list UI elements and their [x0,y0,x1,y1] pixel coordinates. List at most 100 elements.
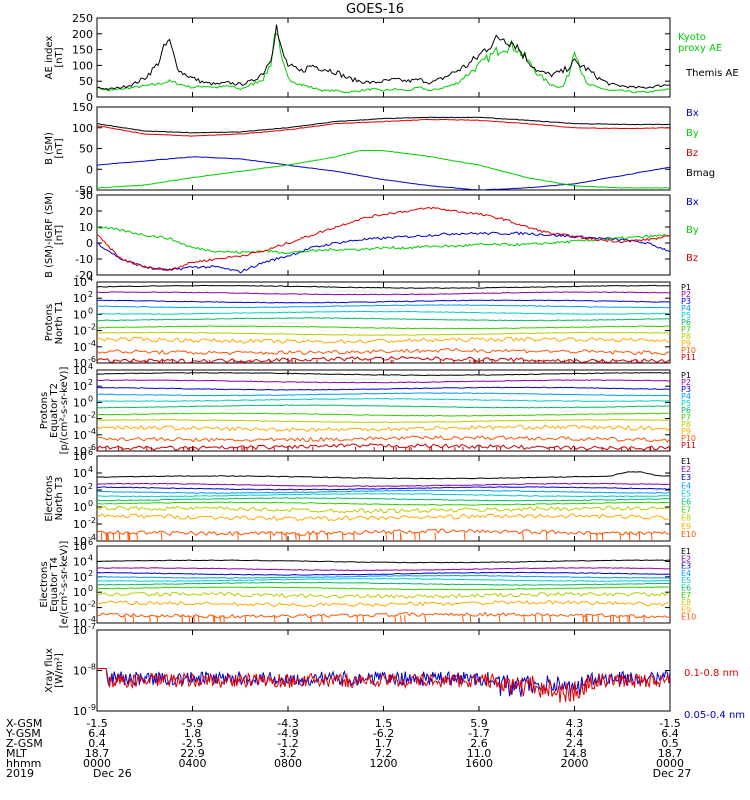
spike [273,446,275,451]
xrow-value: 0400 [179,757,207,770]
legend-e2: E2 [681,465,691,474]
legend-p11: P11 [681,441,696,450]
spike [295,532,297,541]
series-p11 [97,443,670,451]
date-start: Dec 26 [93,767,132,780]
ytick-exp: 4 [88,362,93,371]
xrow-value: -4.9 [277,727,298,740]
spike [198,615,200,623]
legend-p9: P9 [681,427,691,436]
ytick-exp: -2 [88,516,96,525]
ytick-label: 10 [73,518,87,531]
spike [649,446,651,451]
ytick-label: 50 [79,143,93,156]
xrow-value: 2.4 [566,737,584,750]
ylabel: Protons [44,304,55,341]
xrow-value: -1.5 [659,717,680,730]
spike [568,359,570,363]
spike [534,615,537,623]
ytick-label: 30 [79,189,93,202]
legend-e5: E5 [681,576,691,585]
series-e4 [97,574,670,579]
spike [241,446,243,451]
series-e8 [97,591,670,599]
spike [100,532,103,541]
series-p8 [97,331,670,336]
spike [597,615,599,623]
series-e6 [97,581,670,586]
panel-electrons_eq: Electrons Equator T4 [e/(cm²-s-sr-keV)] 10-… [39,538,696,630]
spike [549,615,552,623]
panel-bigrf: B (SM)-IGRF (SM) [nT] -20 -10 0 10 20 30 Bx By Bz [44,189,699,282]
series-e10 [97,528,670,537]
legend-p4: P4 [681,304,691,313]
ytick-exp: -4 [88,533,96,542]
spike [351,359,354,363]
xrow-label: Z-GSM [6,737,43,750]
ytick-label: 10 [73,501,87,514]
ytick-label: 10 [73,467,87,480]
spike [188,446,190,451]
series-p10 [97,435,670,443]
legend-0-1-0-8-nm: 0.1-0.8 nm [684,668,739,679]
spike [121,446,123,451]
legend-p4: P4 [681,392,691,401]
spike [237,532,239,541]
spike [404,615,406,623]
series-p8 [97,418,670,424]
spike [249,359,251,363]
series-e9 [97,599,670,608]
spike [601,532,604,541]
legend-p2: P2 [681,290,691,299]
ylabel: Electrons [44,475,55,521]
spike [392,532,395,541]
plot-area [97,284,670,363]
spike [618,615,621,623]
ytick-label: 50 [79,75,93,88]
spike [233,359,235,363]
legend-p5: P5 [681,399,691,408]
spike [474,359,476,363]
spike [469,615,472,623]
xrow-label: hhmm [6,757,41,770]
xrow-value: 6.4 [661,727,679,740]
xrow-value: 18.7 [658,747,683,760]
plot-area [97,668,670,703]
legend-e1: E1 [681,457,691,466]
spike [105,532,107,541]
series-e2 [97,482,670,488]
legend-e8: E8 [681,514,691,523]
spike [430,446,433,451]
ytick-exp: 4 [88,553,93,562]
series-p4 [97,304,670,309]
spike [107,532,109,541]
ytick-label: 150 [72,44,93,57]
spike [615,359,617,363]
xrow-value: 1200 [370,757,398,770]
ylabel: [e/(cm²-s-sr-keV)] [59,541,70,629]
ylabel: [W/m²] [54,653,65,688]
xrow-value: -1.7 [468,727,489,740]
legend-e4: E4 [681,569,691,578]
series-p5 [97,310,670,315]
spike [499,446,502,451]
ytick-label: 10 [73,555,87,568]
spike [181,615,183,623]
plot-area [97,206,670,274]
spike [341,532,344,541]
ytick-label: 10 [73,445,87,458]
ytick-exp: -6 [88,355,96,364]
ylabel: North T1 [54,301,65,345]
series-bx [97,156,670,190]
spike [252,446,254,451]
series-e5 [97,577,670,582]
ytick-exp: -2 [88,411,96,420]
series-bx [97,231,670,274]
legend-p5: P5 [681,311,691,320]
legend-bz: Bz [686,253,698,264]
xrow-value: -2.5 [182,737,203,750]
spike [240,359,242,363]
spike [321,615,323,623]
xrow-value: -5.9 [182,717,203,730]
spike [601,359,603,363]
